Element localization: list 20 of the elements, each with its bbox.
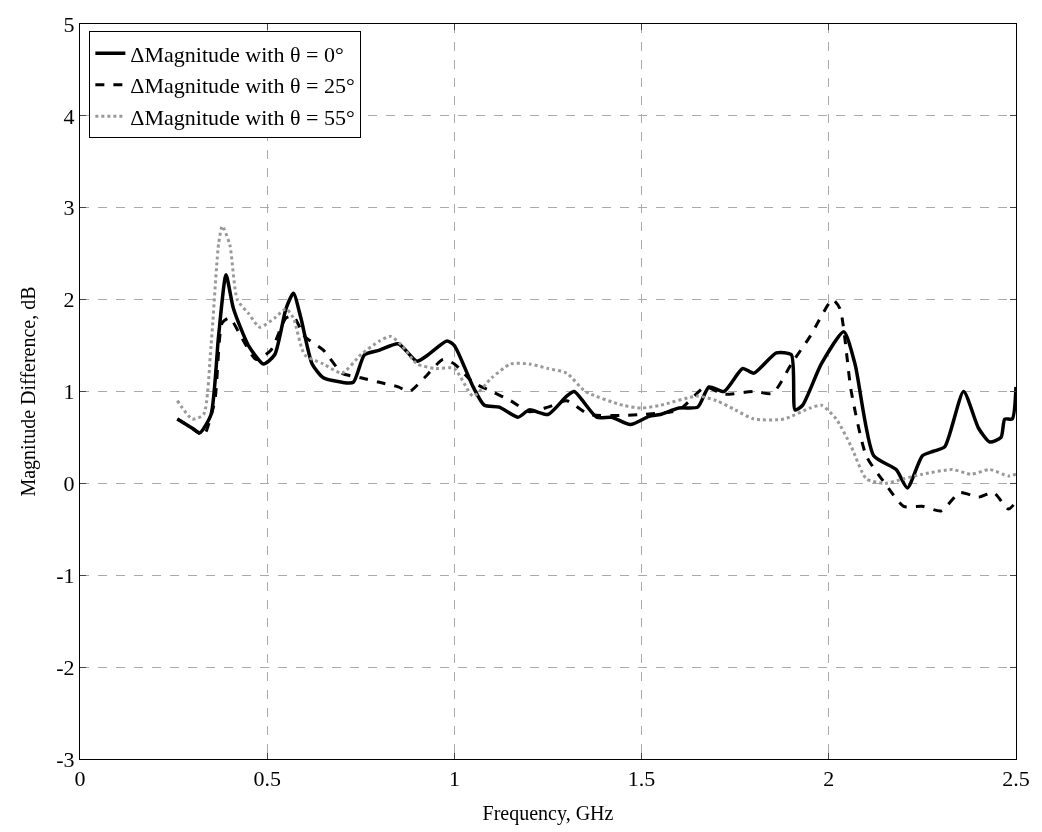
y-tick-label: -3: [56, 746, 75, 772]
x-tick-label: 2.5: [1002, 766, 1030, 792]
legend-label: ΔMagnitude with θ = 55°: [130, 104, 355, 130]
x-axis-title: Frequency, GHz: [482, 801, 614, 825]
x-tick-label: 1.5: [627, 766, 656, 792]
y-tick-label: -1: [56, 562, 75, 588]
legend-label: ΔMagnitude with θ = 0°: [130, 41, 344, 67]
x-tick-label: 1: [448, 766, 460, 792]
x-tick-label: 2: [823, 766, 835, 792]
y-tick-label: 4: [63, 103, 75, 129]
y-tick-label: -2: [56, 654, 75, 680]
x-tick-label: 0.5: [253, 766, 281, 792]
legend-label: ΔMagnitude with θ = 25°: [130, 73, 355, 99]
y-tick-label: 3: [63, 195, 75, 221]
y-tick-label: 2: [63, 287, 75, 313]
y-tick-label: 1: [63, 379, 75, 405]
line-series: [175, 224, 1016, 485]
y-tick-label: 0: [63, 471, 75, 497]
y-tick-label: 5: [63, 11, 75, 37]
y-axis-title: Magnitude Difference, dB: [16, 286, 40, 497]
